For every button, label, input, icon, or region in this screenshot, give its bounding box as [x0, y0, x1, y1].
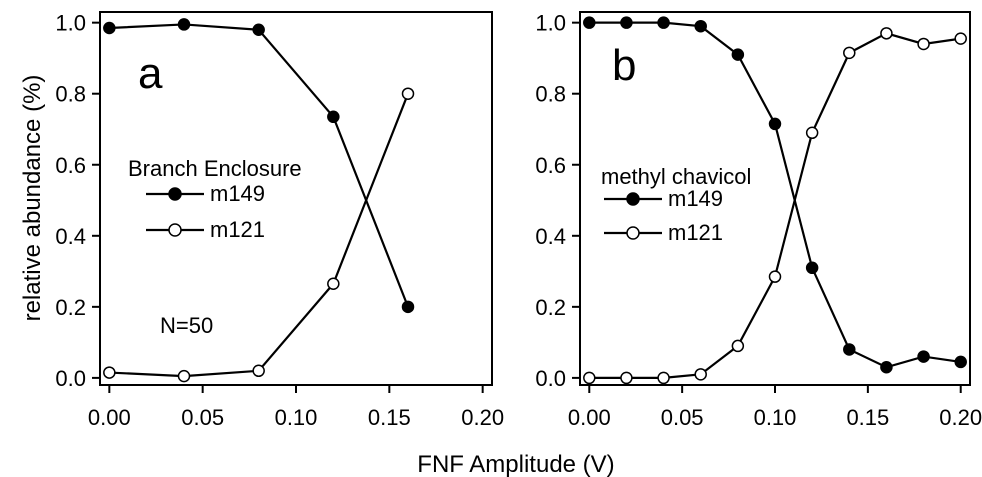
legend-label-m149: m149: [210, 181, 265, 206]
legend-marker-m149: [168, 187, 182, 201]
data-point-m149: [103, 21, 116, 35]
data-point-m121: [401, 87, 415, 100]
data-point-m121: [843, 46, 856, 60]
data-point-m121: [103, 366, 116, 379]
series-line-m149: [589, 21, 961, 369]
data-point-m149: [694, 19, 707, 33]
panel-a: 0.00 0.05 0.10 0.15 0.20 0.0 0.2 0.4 0.6 0.8 1.0 re…: [19, 11, 504, 430]
x-tick-label: 0.20: [939, 405, 982, 430]
data-point-m149: [620, 16, 633, 29]
y-tick-label: 0.2: [55, 295, 86, 320]
series-line-m121: [589, 32, 961, 379]
y-tick-label: 0.6: [55, 153, 86, 178]
x-tick-label: 0.10: [275, 405, 318, 430]
x-tick-label: 0.00: [88, 405, 131, 430]
y-tick-label: 0.4: [55, 224, 86, 249]
y-tick-label: 0.8: [535, 82, 566, 107]
legend-label-m149: m149: [668, 186, 723, 211]
data-point-m149: [177, 18, 191, 31]
data-point-m121: [583, 371, 596, 385]
data-point-m121: [954, 32, 967, 45]
legend-title: Branch Enclosure: [128, 156, 302, 181]
data-point-m121: [731, 339, 745, 353]
y-tick-label: 0.0: [55, 366, 86, 391]
data-point-m149: [252, 23, 265, 37]
data-point-m121: [805, 126, 819, 140]
legend-label-m121: m121: [668, 220, 723, 245]
data-point-m121: [880, 27, 893, 40]
data-point-m121: [694, 368, 707, 381]
y-tick-label: 0.4: [535, 224, 566, 249]
data-point-m121: [252, 364, 265, 378]
y-tick-label: 0.8: [55, 82, 86, 107]
sample-size-annotation: N=50: [160, 313, 213, 338]
x-tick-label: 0.20: [461, 405, 504, 430]
x-tick-label: 0.05: [181, 405, 224, 430]
legend-label-m121: m121: [210, 217, 265, 242]
data-point-m149: [805, 261, 819, 275]
y-tick-label: 0.0: [535, 366, 566, 391]
panel-label: b: [612, 41, 636, 90]
data-point-m149: [843, 343, 856, 356]
legend-marker-m149: [626, 192, 640, 206]
x-tick-label: 0.05: [661, 405, 704, 430]
data-point-m149: [917, 350, 930, 363]
panel-b: 0.00 0.05 0.10 0.15 0.20 0.0 0.2 0.4 0.6 0.8 1.0 b m…: [535, 11, 982, 430]
data-point-m121: [657, 371, 670, 385]
x-tick-label: 0.15: [846, 405, 889, 430]
y-tick-label: 1.0: [535, 11, 566, 36]
data-point-m149: [657, 16, 670, 29]
data-point-m149: [583, 16, 596, 29]
data-point-m121: [620, 371, 633, 385]
data-point-m121: [327, 277, 340, 291]
data-point-m149: [327, 110, 340, 124]
data-point-m149: [401, 300, 415, 314]
data-point-m121: [768, 270, 782, 283]
x-axis-title: FNF Amplitude (V): [417, 451, 614, 477]
y-tick-label: 0.6: [535, 153, 566, 178]
legend-marker-m121: [626, 226, 640, 240]
data-point-m149: [731, 48, 745, 61]
data-point-m121: [917, 37, 930, 51]
legend-title: methyl chavicol: [601, 164, 751, 189]
data-point-m149: [880, 360, 893, 374]
y-tick-label: 1.0: [55, 11, 86, 36]
x-tick-label: 0.15: [368, 405, 411, 430]
x-tick-label: 0.00: [568, 405, 611, 430]
x-tick-label: 0.10: [754, 405, 797, 430]
data-point-m121: [177, 369, 191, 383]
legend-marker-m121: [168, 223, 182, 237]
data-point-m149: [954, 355, 967, 369]
y-tick-label: 0.2: [535, 295, 566, 320]
panel-label: a: [138, 49, 163, 98]
data-point-m149: [768, 117, 782, 131]
y-axis-title: relative abundance (%): [19, 75, 46, 322]
